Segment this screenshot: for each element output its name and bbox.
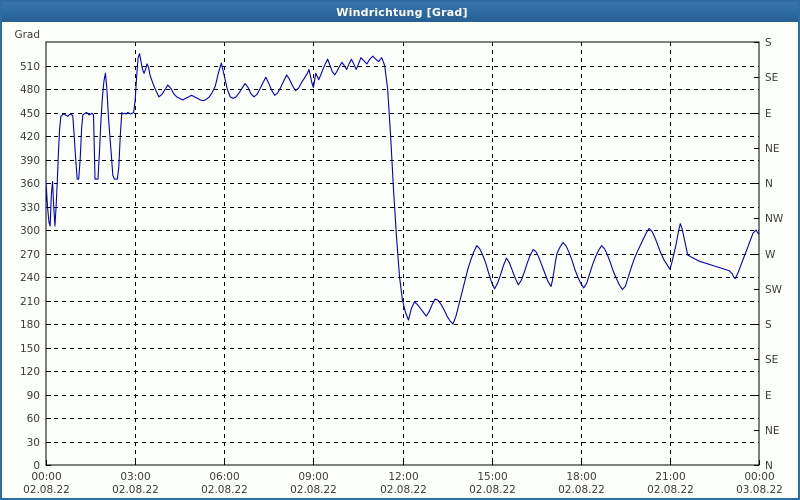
y2-tick-label: W [765,249,776,261]
page-title: Windrichtung [Grad] [336,5,468,19]
y-tick-label: 450 [20,108,40,120]
y2-tick-label: NE [765,425,780,437]
y2-tick-label: SW [765,284,783,296]
y-tick-label: 360 [20,178,40,190]
x-tick-sublabel: 02.08.22 [112,484,159,496]
y-axis-labels: 0 30 60 90 120 150 180 210 240 270 300 330 360 390 420… [20,61,40,472]
y2-tick-label: N [765,460,773,472]
x-tick-sublabel: 02.08.22 [380,484,427,496]
y-tick-label: 510 [20,61,40,73]
x-tick-label: 06:00 [209,471,239,483]
y-tick-label: 0 [33,460,40,472]
y-tick-label: 90 [27,390,40,402]
y-tick-label: 60 [27,413,40,425]
y2-tick-label: E [765,108,772,120]
y-tick-label: 240 [20,272,40,284]
x-tick-label: 12:00 [388,471,418,483]
y-tick-label: 210 [20,296,40,308]
x-tick-sublabel: 02.08.22 [201,484,248,496]
window-title-bar: Windrichtung [Grad] [2,2,798,22]
y-tick-label: 420 [20,131,40,143]
plot-frame [45,41,760,466]
y2-tick-label: NE [765,143,780,155]
y-tick-label: 480 [20,84,40,96]
x-tick-sublabel: 03.08.22 [736,484,783,496]
x-axis-labels: 00:0002.08.2203:0002.08.2206:0002.08.220… [23,471,783,496]
y-tick-label: 150 [20,343,40,355]
x-tick-label: 00:00 [31,471,61,483]
y2-tick-label: S [765,319,772,331]
y2-tick-label: SE [765,72,778,84]
x-tick-label: 09:00 [298,471,328,483]
chart-background [2,22,798,498]
x-tick-sublabel: 02.08.22 [469,484,516,496]
x-tick-label: 03:00 [120,471,150,483]
y2-tick-label: N [765,178,773,190]
y-tick-label: 30 [27,437,40,449]
y2-tick-label: S [765,37,772,49]
y-tick-label: 300 [20,225,40,237]
y-tick-label: 330 [20,202,40,214]
y-tick-label: 120 [20,366,40,378]
chart-plot-container: 0 30 60 90 120 150 180 210 240 270 300 330 360 390 420… [2,22,798,498]
y2-tick-label: E [765,390,772,402]
x-tick-label: 21:00 [655,471,685,483]
y-tick-label: 270 [20,249,40,261]
y2-tick-label: SE [765,354,778,366]
x-tick-label: 00:00 [744,471,774,483]
y-tick-label: 180 [20,319,40,331]
y2-tick-label: NW [765,213,784,225]
x-tick-sublabel: 02.08.22 [647,484,694,496]
x-tick-label: 15:00 [477,471,507,483]
x-tick-sublabel: 02.08.22 [23,484,70,496]
x-tick-label: 18:00 [566,471,596,483]
grid-lines [46,42,759,465]
y-tick-label: 390 [20,155,40,167]
x-tick-sublabel: 02.08.22 [290,484,337,496]
y-axis-unit-label: Grad [14,29,40,41]
x-tick-sublabel: 02.08.22 [558,484,605,496]
wind-direction-series [45,53,760,325]
wind-direction-line-chart: 0 30 60 90 120 150 180 210 240 270 300 330 360 390 420… [2,22,798,498]
y2-axis-labels: N NE E SE S SW W NW N NE E SE S [765,37,784,472]
